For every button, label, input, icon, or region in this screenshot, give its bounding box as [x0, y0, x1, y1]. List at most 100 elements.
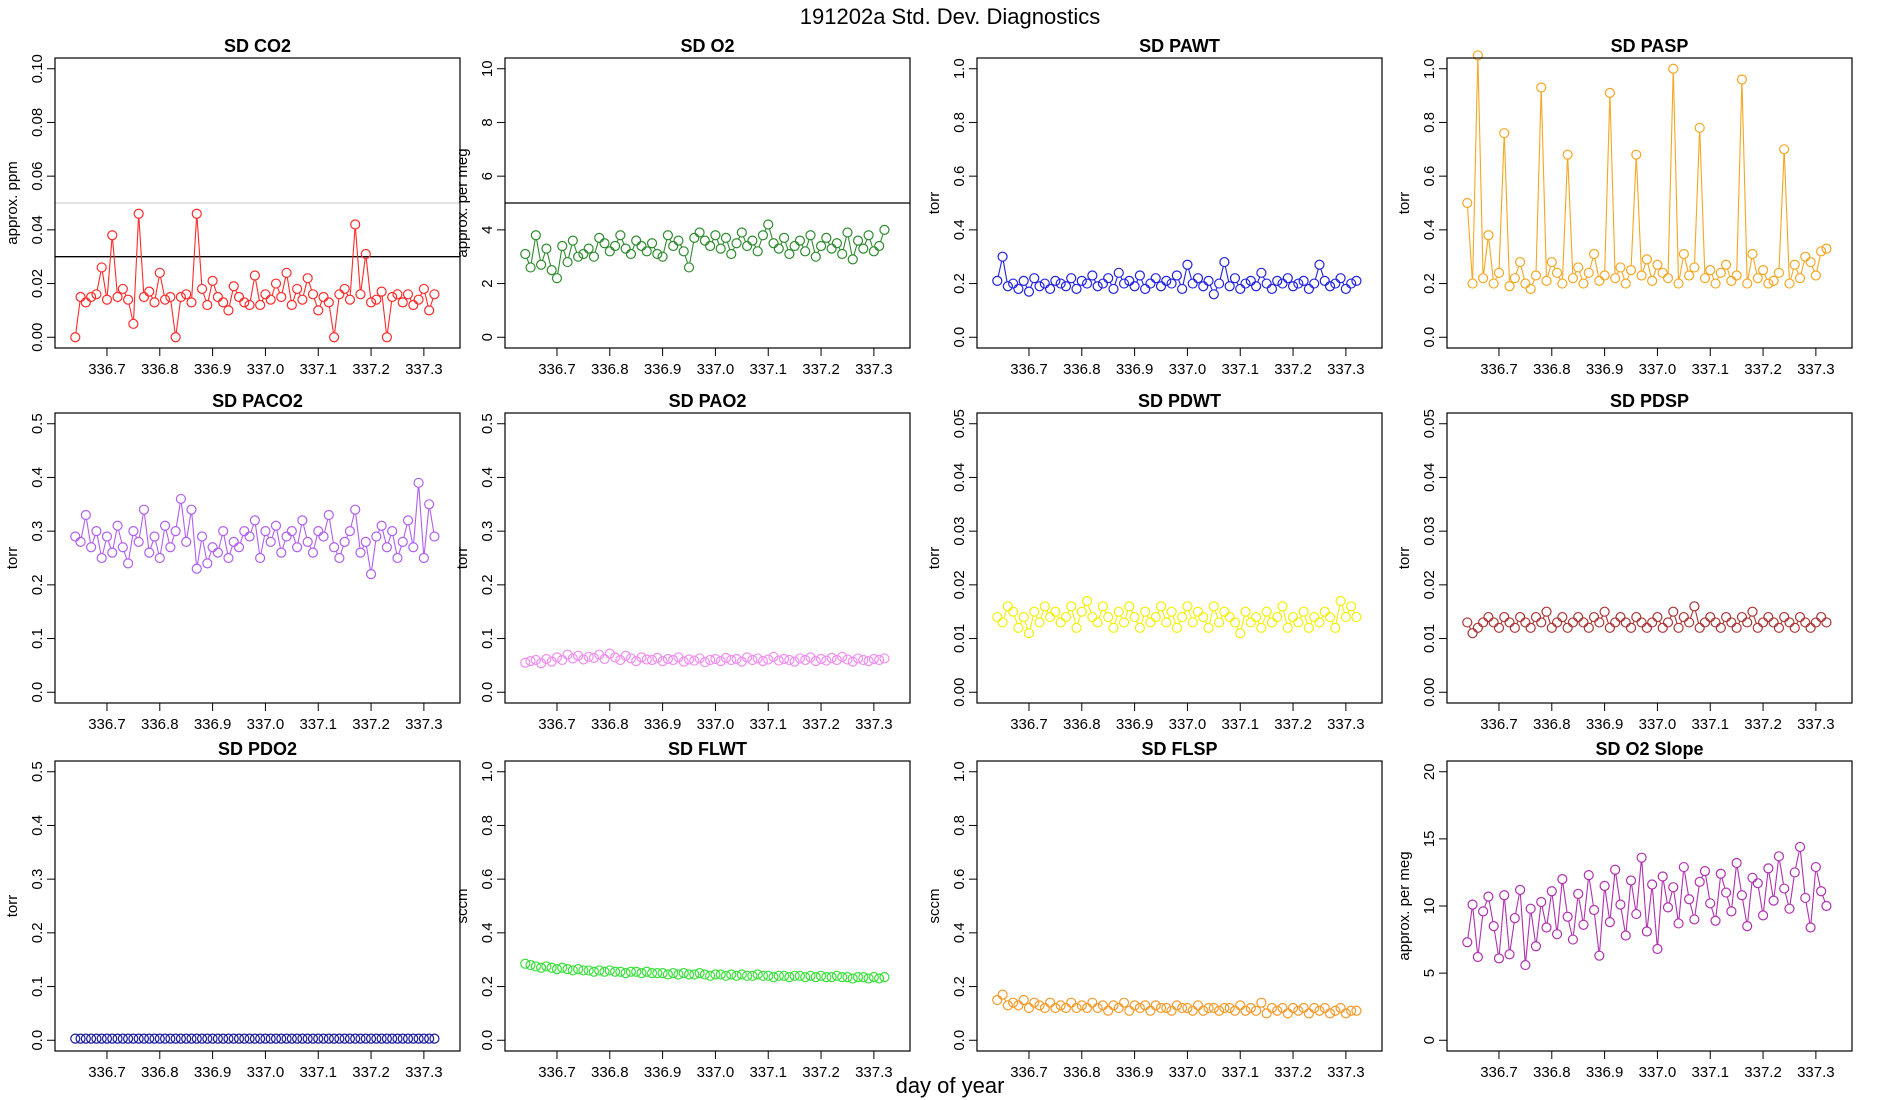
- data-point: [1557, 611, 1568, 623]
- data-point: [1647, 275, 1658, 286]
- data-point: [1240, 278, 1251, 289]
- series-segment: [997, 260, 1003, 277]
- series-segment: [1674, 615, 1678, 624]
- y-tick-label: 0.00: [951, 678, 968, 707]
- series-segment: [1188, 268, 1193, 280]
- data-point: [1145, 278, 1156, 289]
- data-point: [1161, 1002, 1172, 1014]
- series-segment: [542, 252, 546, 261]
- data-point: [1203, 1002, 1214, 1014]
- data-point: [1055, 278, 1066, 289]
- y-tick-label: 0.6: [1421, 166, 1438, 187]
- series-segment: [1783, 153, 1790, 280]
- data-point: [1055, 1000, 1066, 1011]
- x-tick-label: 337.2: [802, 1064, 840, 1081]
- data-point: [1287, 611, 1299, 623]
- data-point: [1330, 622, 1341, 633]
- data-point: [599, 653, 610, 665]
- series-segment: [1684, 258, 1689, 272]
- data-point: [588, 652, 600, 663]
- series-segment: [292, 293, 297, 301]
- series-segment: [403, 524, 408, 538]
- data-point: [1235, 283, 1246, 295]
- data-point: [1118, 997, 1130, 1008]
- data-point: [1810, 270, 1821, 281]
- data-point: [175, 493, 187, 505]
- series-segment: [349, 228, 356, 296]
- series-segment: [381, 296, 387, 333]
- series-segment: [557, 250, 563, 274]
- data-point: [662, 969, 673, 980]
- data-point: [1800, 251, 1811, 262]
- data-point: [328, 1033, 340, 1044]
- data-point: [1763, 278, 1774, 289]
- data-point: [1736, 890, 1748, 901]
- data-point: [1050, 275, 1061, 286]
- data-point: [339, 536, 350, 547]
- data-point: [191, 1033, 202, 1044]
- series-segment: [282, 540, 286, 549]
- series-segment: [365, 546, 371, 570]
- data-point: [186, 297, 197, 308]
- data-point: [842, 972, 853, 983]
- series-segment: [1172, 615, 1176, 624]
- data-point: [1008, 997, 1019, 1008]
- data-point: [1509, 273, 1520, 284]
- data-point: [1155, 601, 1167, 612]
- data-point: [212, 1033, 223, 1044]
- data-point: [133, 536, 144, 547]
- panel-title: SD O2 Slope: [1595, 739, 1703, 759]
- series-segment: [350, 513, 355, 527]
- data-point: [1229, 273, 1241, 284]
- data-point: [244, 1033, 255, 1044]
- data-point: [609, 652, 621, 663]
- series-segment: [1657, 880, 1663, 945]
- data-point: [1029, 997, 1040, 1008]
- series-segment: [123, 551, 128, 560]
- data-point: [165, 1033, 176, 1044]
- series-segment: [277, 287, 281, 293]
- series-segment: [408, 524, 413, 543]
- data-point: [1583, 267, 1594, 278]
- data-point: [1588, 904, 1600, 916]
- data-point: [1805, 922, 1816, 933]
- data-point: [837, 972, 848, 983]
- data-point: [710, 653, 721, 665]
- data-point: [80, 509, 91, 521]
- series-segment: [784, 242, 789, 250]
- data-point: [418, 552, 429, 564]
- data-point: [625, 248, 637, 260]
- panel-sd-pdo2: SD PDO2 torr 0.0 0.1 0.2 0.3 0.4 0.5 336.7 336.8 3…: [4, 739, 461, 1081]
- data-point: [181, 289, 192, 300]
- data-point: [1816, 611, 1827, 623]
- data-point: [646, 968, 658, 979]
- series-segment: [1647, 263, 1652, 277]
- data-point: [1541, 606, 1552, 617]
- panel-sd-flwt: SD FLWT sccm 0.0 0.2 0.4 0.6 0.8 1.0 336.7 336.8 3…: [454, 739, 911, 1081]
- panel-sd-o2-slope: SD O2 Slope approx. per meg 0 5 10 15 20 336.7 3…: [1396, 739, 1853, 1081]
- series-segment: [1689, 903, 1694, 916]
- x-tick-label: 337.0: [1639, 716, 1677, 733]
- data-point: [1520, 959, 1531, 971]
- data-point: [625, 653, 637, 664]
- x-tick-label: 337.0: [1169, 361, 1207, 378]
- panel-title: SD PACO2: [212, 391, 303, 411]
- series-segment: [1694, 610, 1700, 624]
- data-point: [858, 654, 869, 666]
- data-point: [1493, 953, 1505, 964]
- series-segment: [118, 530, 123, 544]
- data-point: [344, 1033, 356, 1044]
- series-segment: [1621, 271, 1625, 280]
- data-point: [128, 526, 139, 537]
- data-point: [562, 964, 573, 975]
- data-point: [879, 224, 890, 235]
- y-tick-label: 0.6: [479, 869, 496, 890]
- data-point: [726, 654, 737, 666]
- data-point: [992, 275, 1003, 286]
- series-segment: [1498, 899, 1505, 954]
- series-segment: [159, 530, 165, 554]
- data-point: [170, 1033, 181, 1044]
- data-point: [757, 230, 769, 241]
- data-point: [429, 289, 440, 300]
- data-point: [1050, 606, 1061, 617]
